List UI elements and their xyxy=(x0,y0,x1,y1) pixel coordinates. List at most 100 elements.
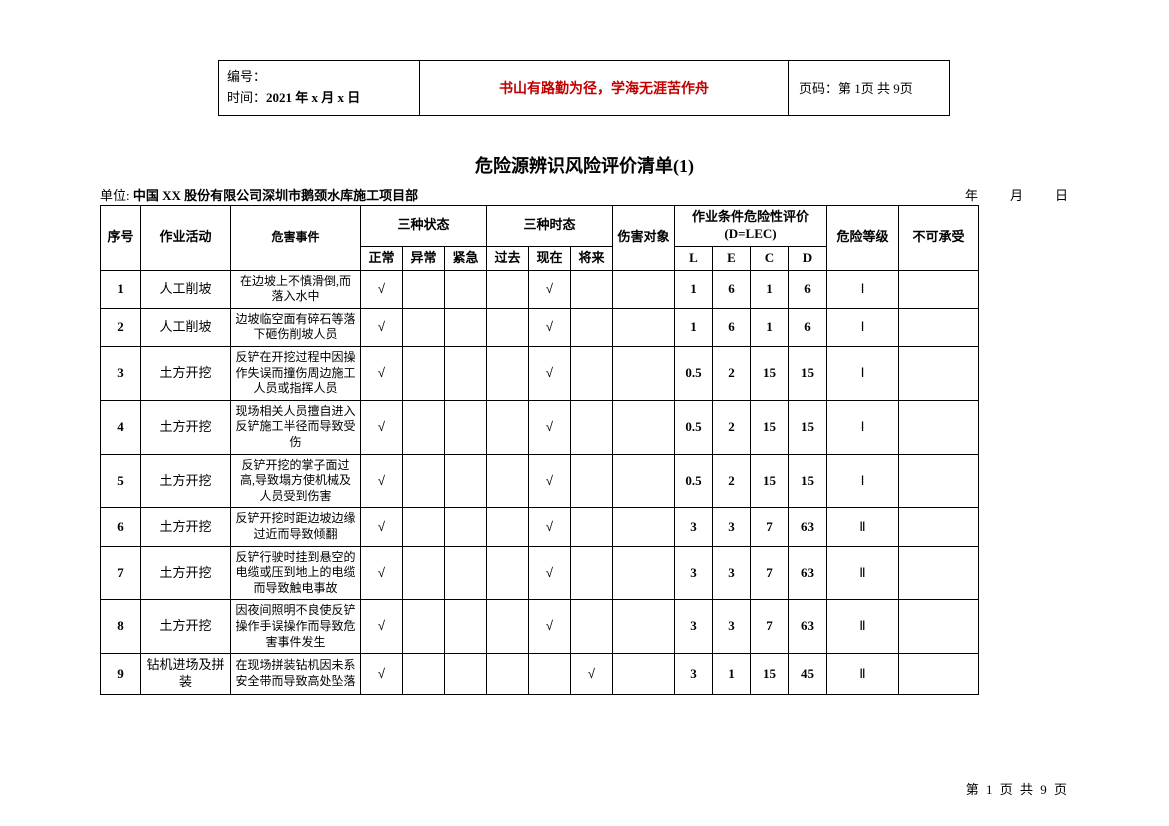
table-cell xyxy=(445,654,487,695)
table-cell: 土方开挖 xyxy=(141,508,231,546)
unit-value: 中国 XX 股份有限公司深圳市鹅颈水库施工项目部 xyxy=(133,188,418,203)
table-cell: 9 xyxy=(101,654,141,695)
table-cell: √ xyxy=(361,270,403,308)
th-level: 危险等级 xyxy=(827,206,899,271)
table-cell: 在现场拼装钻机因未系安全带而导致高处坠落 xyxy=(231,654,361,695)
table-cell: √ xyxy=(361,308,403,346)
table-cell: √ xyxy=(571,654,613,695)
table-cell: 15 xyxy=(789,400,827,454)
table-cell: 2 xyxy=(713,347,751,401)
table-cell: Ⅰ xyxy=(827,400,899,454)
th-now: 现在 xyxy=(529,246,571,270)
table-cell: √ xyxy=(529,600,571,654)
table-cell: 7 xyxy=(101,546,141,600)
table-cell: Ⅰ xyxy=(827,347,899,401)
table-cell: 在边坡上不慎滑倒,而落入水中 xyxy=(231,270,361,308)
header-number-label: 编号： xyxy=(227,69,266,84)
table-cell xyxy=(899,308,979,346)
table-cell: 3 xyxy=(101,347,141,401)
page-footer: 第 1 页 共 9 页 xyxy=(966,779,1069,798)
table-cell xyxy=(487,546,529,600)
table-cell: 63 xyxy=(789,600,827,654)
table-cell: 7 xyxy=(751,508,789,546)
table-cell xyxy=(403,308,445,346)
table-cell xyxy=(571,600,613,654)
table-cell xyxy=(403,508,445,546)
table-cell: 4 xyxy=(101,400,141,454)
table-cell xyxy=(899,454,979,508)
table-cell: √ xyxy=(529,454,571,508)
header-box: 编号： 时间：2021 年 x 月 x 日 书山有路勤为径，学海无涯苦作舟 页码… xyxy=(218,60,950,116)
table-cell: 现场相关人员擅自进入反铲施工半径而导致受伤 xyxy=(231,400,361,454)
table-cell: 3 xyxy=(675,546,713,600)
table-cell xyxy=(445,600,487,654)
table-head: 序号 作业活动 危害事件 三种状态 三种时态 伤害对象 作业条件危险性评价(D=… xyxy=(101,206,979,271)
table-cell: 反铲行驶时挂到悬空的电缆或压到地上的电缆而导致触电事故 xyxy=(231,546,361,600)
table-cell: 1 xyxy=(101,270,141,308)
table-cell xyxy=(899,546,979,600)
th-activity: 作业活动 xyxy=(141,206,231,271)
table-cell: 反铲开挖的掌子面过高,导致塌方使机械及人员受到伤害 xyxy=(231,454,361,508)
table-cell: 1 xyxy=(713,654,751,695)
subtitle-row: 单位: 中国 XX 股份有限公司深圳市鹅颈水库施工项目部 年 月 日 xyxy=(100,185,1070,204)
table-cell xyxy=(571,454,613,508)
table-cell: 3 xyxy=(713,546,751,600)
table-cell: 6 xyxy=(713,270,751,308)
table-cell: √ xyxy=(529,308,571,346)
table-cell: √ xyxy=(361,508,403,546)
table-cell: 5 xyxy=(101,454,141,508)
table-cell xyxy=(445,454,487,508)
table-cell xyxy=(571,400,613,454)
table-cell: √ xyxy=(361,654,403,695)
table-cell: 2 xyxy=(713,454,751,508)
table-cell xyxy=(529,654,571,695)
th-normal: 正常 xyxy=(361,246,403,270)
th-lec-group: 作业条件危险性评价(D=LEC) xyxy=(675,206,827,247)
table-cell: 63 xyxy=(789,546,827,600)
unit-label: 单位: xyxy=(100,188,130,203)
th-state-group: 三种状态 xyxy=(361,206,487,247)
table-cell: √ xyxy=(361,600,403,654)
table-cell xyxy=(445,270,487,308)
table-cell xyxy=(613,654,675,695)
table-cell xyxy=(445,308,487,346)
table-cell: 人工削坡 xyxy=(141,270,231,308)
table-cell: 0.5 xyxy=(675,347,713,401)
table-cell: 土方开挖 xyxy=(141,546,231,600)
header-left: 编号： 时间：2021 年 x 月 x 日 xyxy=(219,61,419,115)
table-row: 1人工削坡在边坡上不慎滑倒,而落入水中√√1616Ⅰ xyxy=(101,270,979,308)
table-cell xyxy=(899,654,979,695)
table-cell: √ xyxy=(361,546,403,600)
table-row: 8土方开挖因夜间照明不良使反铲操作手误操作而导致危害事件发生√√33763Ⅱ xyxy=(101,600,979,654)
table-cell xyxy=(487,308,529,346)
table-cell: √ xyxy=(361,454,403,508)
table-cell xyxy=(899,270,979,308)
table-row: 9钻机进场及拼装在现场拼装钻机因未系安全带而导致高处坠落√√311545Ⅱ xyxy=(101,654,979,695)
table-cell: 土方开挖 xyxy=(141,400,231,454)
table-cell xyxy=(403,270,445,308)
table-cell xyxy=(403,600,445,654)
table-row: 5土方开挖反铲开挖的掌子面过高,导致塌方使机械及人员受到伤害√√0.521515… xyxy=(101,454,979,508)
table-cell: 3 xyxy=(675,654,713,695)
table-cell: Ⅰ xyxy=(827,454,899,508)
table-cell xyxy=(571,508,613,546)
table-cell: √ xyxy=(529,270,571,308)
table-cell: Ⅰ xyxy=(827,270,899,308)
table-cell: Ⅱ xyxy=(827,546,899,600)
table-cell: 0.5 xyxy=(675,454,713,508)
table-cell xyxy=(487,454,529,508)
th-L: L xyxy=(675,246,713,270)
table-cell: √ xyxy=(529,400,571,454)
risk-table: 序号 作业活动 危害事件 三种状态 三种时态 伤害对象 作业条件危险性评价(D=… xyxy=(100,205,979,695)
table-cell xyxy=(445,347,487,401)
table-row: 2人工削坡边坡临空面有碎石等落下砸伤削坡人员√√1616Ⅰ xyxy=(101,308,979,346)
th-seq: 序号 xyxy=(101,206,141,271)
table-cell: √ xyxy=(529,508,571,546)
table-cell xyxy=(571,546,613,600)
table-cell: √ xyxy=(529,347,571,401)
table-cell: 15 xyxy=(789,347,827,401)
table-cell: 2 xyxy=(713,400,751,454)
header-motto: 书山有路勤为径，学海无涯苦作舟 xyxy=(419,61,789,115)
table-cell: 土方开挖 xyxy=(141,347,231,401)
table-cell: 6 xyxy=(789,270,827,308)
